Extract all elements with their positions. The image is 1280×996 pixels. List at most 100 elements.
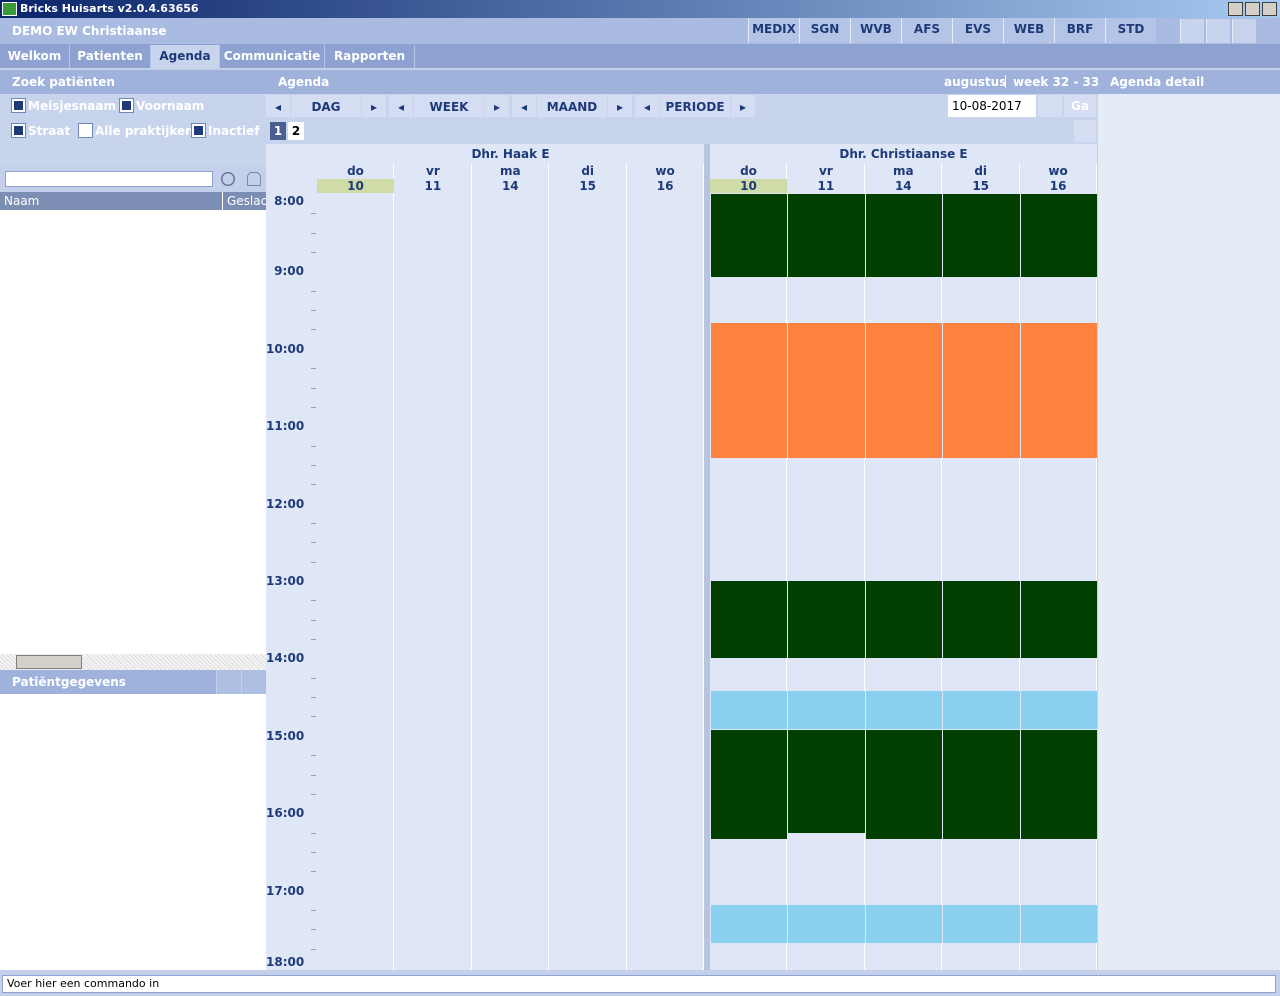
settings-button[interactable] [1074,120,1096,142]
stethoscope-button[interactable] [242,670,266,694]
tab[interactable]: Welkom [0,45,70,68]
page-tab[interactable]: 2 [288,122,304,140]
appointment[interactable] [943,581,1020,658]
appointment[interactable] [788,194,865,277]
prev-button[interactable]: ◂ [512,95,536,117]
page-tab[interactable]: 1 [270,122,286,140]
checkbox[interactable] [11,123,26,138]
prev-button[interactable]: ◂ [389,95,413,117]
appointment[interactable] [788,905,865,943]
checkbox-label: Inactief [208,124,260,138]
module-button[interactable]: EVS [952,18,1003,43]
prev-button[interactable]: ◂ [266,95,290,117]
appointment[interactable] [943,194,1020,277]
window-min[interactable] [1228,2,1243,16]
appointment[interactable] [865,691,943,729]
stethoscope-icon[interactable] [1180,19,1204,43]
add-patient-button[interactable] [247,172,261,186]
tab[interactable]: Agenda [151,45,220,68]
appointment[interactable] [865,194,943,277]
day-column[interactable] [471,164,550,970]
next-button[interactable]: ▸ [608,95,632,117]
appointment[interactable] [1020,194,1097,277]
module-button[interactable]: SGN [799,18,850,43]
nav-button[interactable]: DAG [291,95,361,117]
checkbox[interactable] [11,98,26,113]
module-button[interactable]: WEB [1003,18,1054,43]
appointment[interactable] [711,691,788,729]
appointment[interactable] [943,905,1020,943]
day-date: 10 [710,179,787,193]
appointment[interactable] [865,730,943,839]
date-input[interactable]: 10-08-2017 [948,95,1036,117]
window-max[interactable] [1245,2,1260,16]
search-button[interactable] [221,172,235,186]
appointment[interactable] [865,905,943,943]
day-column[interactable] [1019,164,1097,970]
next-button[interactable]: ▸ [485,95,509,117]
day-column[interactable] [317,164,395,970]
module-button[interactable]: MEDIX [748,18,799,43]
appointment[interactable] [1020,691,1097,729]
appointment[interactable] [1020,323,1097,458]
user-label: DEMO EW Christiaanse [12,24,167,38]
module-button[interactable]: AFS [901,18,952,43]
day-column[interactable] [549,164,627,970]
module-button[interactable]: WVB [850,18,901,43]
checkbox[interactable] [191,123,206,138]
window-close[interactable] [1262,2,1277,16]
appointment[interactable] [711,730,788,839]
appointment[interactable] [1020,581,1097,658]
appointment[interactable] [711,194,788,277]
appointment[interactable] [788,691,865,729]
appointment[interactable] [865,323,943,458]
nav-button[interactable]: WEEK [414,95,484,117]
appointment[interactable] [711,581,788,658]
go-button[interactable]: Ga [1064,95,1096,117]
checkbox[interactable] [119,98,134,113]
appointment[interactable] [1020,905,1097,943]
info-icon[interactable] [1206,19,1230,43]
tab[interactable]: Patienten [70,45,151,68]
appointment[interactable] [943,730,1020,839]
module-button[interactable]: STD [1105,18,1156,43]
checkbox[interactable] [78,123,93,138]
prev-button[interactable]: ◂ [635,95,659,117]
scroll-thumb[interactable] [16,655,82,669]
day-name: do [347,164,364,178]
appointment[interactable] [865,581,943,658]
day-date: 16 [1049,179,1067,193]
pills-icon[interactable] [1232,19,1256,43]
appointment[interactable] [1020,730,1097,839]
list-header [0,192,266,210]
appointment[interactable] [943,323,1020,458]
appointment[interactable] [788,730,865,833]
appointment[interactable] [711,323,788,458]
appointment[interactable] [711,905,788,943]
time-label: 14:00 [266,651,305,666]
appointment[interactable] [788,581,865,658]
nav-button[interactable]: MAAND [537,95,607,117]
search-input[interactable] [5,171,213,187]
minor-tick [311,310,316,312]
next-button[interactable]: ▸ [362,95,386,117]
minor-tick [311,368,316,370]
day-column[interactable] [626,164,704,970]
appointment[interactable] [943,691,1020,729]
day-column[interactable] [942,164,1020,970]
patient-details [0,694,266,970]
calendar-button[interactable] [1038,95,1062,117]
appointment[interactable] [788,323,865,458]
edit-button[interactable] [217,670,241,694]
day-column[interactable] [710,164,788,970]
day-column[interactable] [864,164,943,970]
module-button[interactable]: BRF [1054,18,1105,43]
next-button[interactable]: ▸ [731,95,755,117]
tab[interactable]: Rapporten [325,45,415,68]
tab[interactable]: Communicatie [220,45,325,68]
nav-button[interactable]: PERIODE [660,95,730,117]
minor-tick [311,445,316,447]
day-column[interactable] [787,164,865,970]
day-column[interactable] [394,164,472,970]
command-input[interactable]: Voer hier een commando in [2,975,1276,993]
